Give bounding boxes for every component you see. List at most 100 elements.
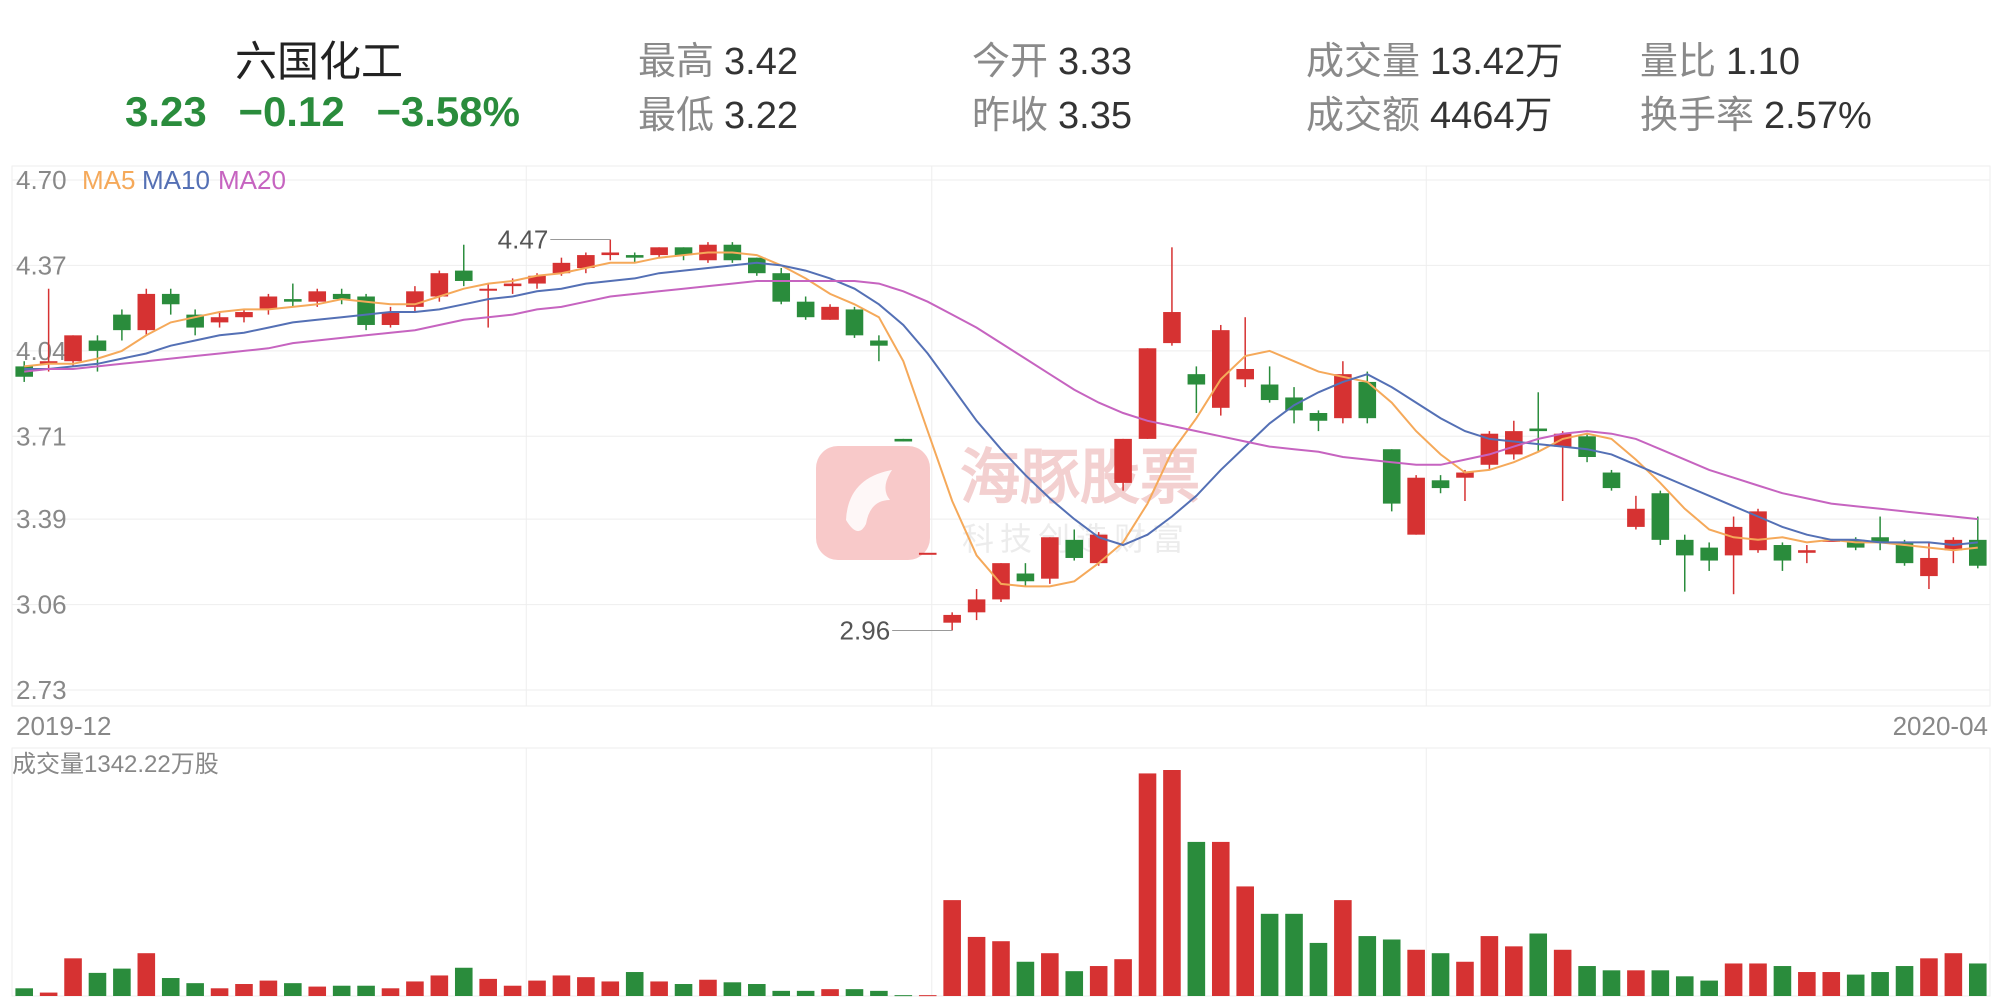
stat-turnover-rate-label: 换手率: [1640, 95, 1755, 137]
volume-bar: [1480, 936, 1499, 996]
stat-high: 最高 3.42: [638, 30, 798, 85]
candle-body: [332, 293, 351, 300]
candle-body: [1114, 438, 1132, 483]
candle-body: [137, 293, 156, 331]
candle-body: [1529, 428, 1548, 432]
candle-body: [1431, 480, 1450, 489]
volume-bar: [1138, 773, 1157, 996]
volume-bar: [1651, 970, 1670, 996]
candle-body: [1675, 539, 1694, 556]
candle-body: [430, 273, 449, 297]
ma20-line: [24, 280, 1978, 521]
candle-body: [64, 335, 82, 362]
stat-open-label: 今开: [972, 41, 1049, 83]
y-tick-label: 3.39: [16, 504, 67, 534]
candle-body: [357, 296, 375, 325]
stat-volume-ratio: 量比 1.10: [1640, 30, 1800, 85]
volume-bar: [186, 983, 204, 996]
x-axis: 2019-12 2020-04: [16, 711, 1988, 741]
candle-body: [1456, 472, 1474, 478]
volume-bar: [1456, 961, 1474, 996]
volume-bar: [1505, 946, 1523, 996]
volume-bar: [1211, 841, 1230, 996]
volume-bar: [1236, 886, 1254, 996]
stat-high-value: 3.42: [724, 41, 798, 83]
candle-body: [1309, 412, 1328, 421]
volume-bar: [1089, 966, 1108, 996]
volume-bar: [479, 978, 497, 996]
volume-bar: [967, 936, 986, 996]
watermark: 海豚股票 科技创造财富: [816, 444, 1200, 560]
candle-body: [1700, 547, 1718, 561]
candle-body: [772, 273, 791, 302]
stat-volume-value: 13.42万: [1430, 41, 1564, 83]
candle-body: [674, 247, 693, 256]
y-tick-label: 3.71: [16, 421, 67, 451]
candle-body: [967, 599, 986, 613]
volume-bar: [625, 972, 644, 996]
volume-bar: [113, 968, 131, 996]
candle-body: [235, 312, 253, 318]
volume-bar: [1334, 900, 1352, 996]
y-axis: 4.70 4.37 4.04 3.71 3.39 3.06 2.73: [16, 165, 67, 705]
legend-ma20: MA20: [218, 165, 286, 195]
y-tick-label: 3.06: [16, 590, 67, 620]
candle-body: [625, 255, 644, 258]
candle-body: [1773, 545, 1792, 561]
x-start-label: 2019-12: [16, 711, 111, 741]
annotations: 4.47 2.96: [498, 225, 953, 645]
candle-body: [894, 438, 913, 442]
ma5-line: [24, 251, 1978, 588]
candle-body: [821, 306, 839, 320]
annotation-low: 2.96: [840, 615, 891, 645]
volume-bar: [1285, 913, 1303, 996]
stat-volume-label: 成交量: [1306, 41, 1421, 83]
candle-body: [992, 563, 1010, 600]
volume-bar: [284, 983, 302, 996]
y-tick-label: 4.37: [16, 250, 67, 280]
candle-body: [1871, 537, 1889, 543]
volume-bar: [1041, 953, 1059, 996]
stat-low: 最低 3.22: [638, 84, 798, 139]
volume-bar: [1382, 939, 1401, 996]
volume-bar: [1578, 966, 1596, 996]
volume-bar: [1187, 841, 1206, 996]
volume-bar: [1920, 958, 1938, 996]
candle-body: [1065, 539, 1084, 558]
legend: MA5 MA10 MA20: [82, 165, 286, 195]
stat-low-label: 最低: [638, 95, 715, 137]
volume-bar: [1895, 966, 1914, 996]
volume-bar: [39, 992, 58, 996]
volume-bar: [650, 981, 668, 996]
stat-volume: 成交量 13.42万: [1306, 30, 1563, 85]
volume-bar: [943, 900, 961, 996]
moving-averages: [24, 251, 1978, 588]
volume-bar: [1114, 959, 1132, 996]
candle-body: [601, 252, 620, 256]
stat-volume-ratio-label: 量比: [1640, 41, 1717, 83]
chart-grid: [11, 165, 1991, 997]
volume-bar: [821, 989, 839, 996]
volume-bar: [381, 988, 400, 996]
volume-bar: [1871, 972, 1889, 996]
candle-body: [1089, 534, 1108, 564]
volume-bar: [1309, 942, 1328, 996]
volume-bar: [1431, 953, 1450, 996]
candle-body: [284, 299, 302, 302]
stat-turnover: 成交额 4464万: [1306, 84, 1553, 139]
candle-body: [381, 312, 400, 325]
price-change-pct: −3.58%: [376, 88, 520, 135]
volume-bar: [528, 980, 546, 996]
candle-body: [1016, 573, 1035, 582]
ma10-line: [24, 261, 1978, 547]
candle-body: [1846, 539, 1865, 548]
volume-bar: [357, 985, 375, 996]
volume-bar: [1358, 936, 1377, 996]
volume-bar: [1016, 961, 1035, 996]
y-tick-label: 4.70: [16, 165, 67, 195]
volume-bar: [1065, 971, 1084, 996]
stat-low-value: 3.22: [724, 95, 798, 137]
volume-bar: [1700, 980, 1718, 996]
price-line: 3.23 −0.12 −3.58%: [125, 88, 540, 136]
candle-body: [1651, 493, 1670, 540]
